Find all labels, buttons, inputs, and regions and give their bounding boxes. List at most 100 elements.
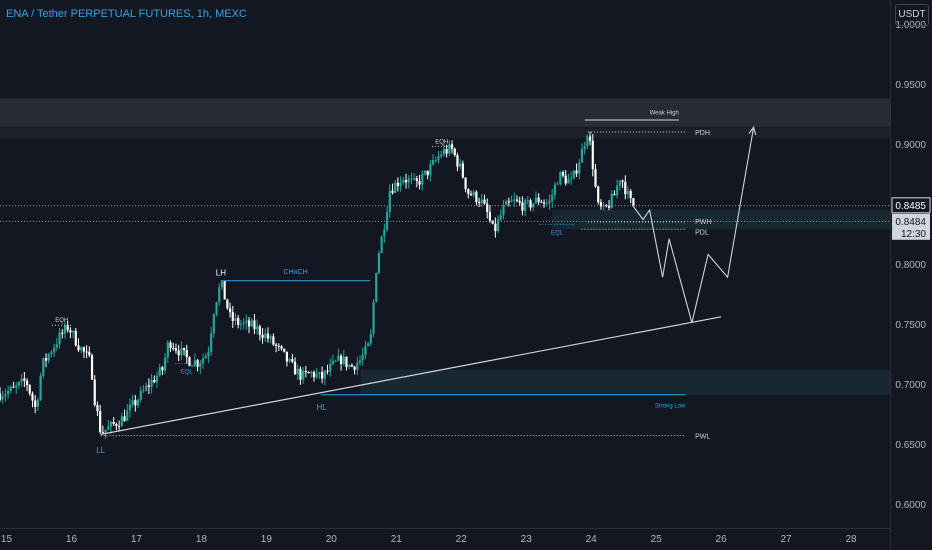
candle-body — [507, 201, 510, 203]
candle-body — [220, 281, 224, 288]
candle-body — [210, 333, 213, 353]
candle-body — [99, 411, 102, 433]
candle-body — [310, 372, 313, 374]
candle-body — [621, 180, 624, 182]
candle-body — [88, 351, 91, 356]
candle-body — [556, 183, 559, 185]
candle-body — [388, 190, 391, 213]
candle-body — [505, 201, 508, 206]
candle-body — [491, 220, 494, 224]
candle-body — [372, 301, 375, 334]
candle-body — [394, 182, 397, 193]
last-price-label: 0.8485 — [895, 201, 926, 212]
candle-body — [131, 400, 134, 405]
current-price-box — [892, 213, 930, 240]
currency-button[interactable]: USDT — [895, 4, 929, 26]
candle-body — [567, 179, 570, 184]
candle-body — [0, 393, 2, 400]
candle-body — [136, 399, 140, 406]
projection-path — [632, 127, 755, 323]
candle-body — [161, 367, 164, 371]
time-axis: 15 16 17 18 19 20 21 22 23 24 25 26 27 28 — [1, 534, 857, 545]
zone-box — [0, 128, 890, 138]
time-tick-label: 15 — [1, 534, 13, 545]
candle-body — [96, 404, 99, 412]
candle-body — [112, 421, 115, 425]
overlay-layer: EQH EQL EQH EQL LL LH HL — [51, 125, 757, 455]
candle-body — [247, 320, 251, 327]
zone-box — [360, 369, 890, 395]
candle-body — [564, 175, 567, 184]
candle-body — [218, 287, 221, 303]
candle-body — [215, 302, 218, 315]
candle-body — [145, 385, 148, 391]
candle-body — [588, 136, 592, 141]
candle-body — [266, 333, 270, 339]
candle-body — [616, 185, 619, 196]
liquidity-label: EQL — [181, 370, 194, 376]
candle-body — [71, 330, 75, 333]
price-tick-label: 0.7000 — [895, 380, 926, 391]
candle-body — [169, 342, 172, 348]
candle-body — [494, 223, 497, 232]
candle-body — [7, 390, 10, 395]
time-tick-label: 18 — [196, 534, 208, 545]
price-tick-label: 0.7500 — [895, 320, 926, 331]
candle-body — [128, 404, 132, 411]
candle-body — [580, 149, 584, 163]
candle-body — [66, 325, 69, 331]
price-tick-label: 0.6500 — [895, 440, 926, 451]
price-axis-divider — [890, 0, 891, 550]
candle-body — [150, 380, 153, 387]
time-tick-label: 20 — [326, 534, 338, 545]
last-price-box — [891, 197, 931, 214]
candle-body — [478, 202, 481, 204]
candle-body — [180, 347, 183, 356]
candle-body — [450, 144, 454, 149]
candle-body — [532, 203, 535, 208]
candle-body — [553, 184, 556, 195]
candle-body — [469, 193, 473, 196]
candle-body — [399, 182, 402, 187]
time-tick-label: 16 — [66, 534, 78, 545]
candle-body — [172, 347, 175, 349]
candle-body — [261, 334, 264, 338]
candle-body — [285, 351, 289, 362]
candle-body — [193, 360, 196, 366]
projection-arrowhead — [748, 125, 757, 136]
candle-body — [20, 378, 23, 382]
candle-body — [304, 370, 307, 373]
candle-body — [231, 312, 234, 322]
candle-body — [85, 351, 88, 353]
trendline — [100, 316, 722, 435]
candle-body — [258, 326, 261, 335]
structure-label: LL — [96, 446, 105, 455]
candle-body — [123, 416, 126, 421]
candle-body — [383, 229, 386, 237]
candle-body — [234, 317, 237, 322]
time-tick-label: 21 — [391, 534, 403, 545]
candle-body — [499, 215, 502, 220]
candle-body — [510, 200, 513, 202]
candle-body — [201, 358, 205, 364]
zones-layer — [0, 98, 890, 395]
candle-body — [415, 178, 418, 182]
structure-label: HL — [316, 403, 327, 412]
candle-body — [293, 361, 297, 375]
liquidity-label: EQH — [435, 139, 448, 145]
candle-body — [61, 332, 64, 334]
candle-body — [375, 272, 378, 302]
candle-body — [4, 394, 7, 397]
liquidity-label: EQH — [55, 318, 68, 324]
candle-body — [572, 170, 575, 179]
candle-body — [342, 356, 345, 364]
candle-body — [264, 333, 267, 338]
candle-body — [610, 194, 613, 208]
candle-body — [274, 344, 278, 346]
level-label: Strong Low — [655, 403, 686, 409]
candle-body — [345, 356, 348, 368]
candle-body — [561, 172, 565, 176]
candle-body — [256, 326, 259, 330]
candle-body — [591, 140, 594, 170]
